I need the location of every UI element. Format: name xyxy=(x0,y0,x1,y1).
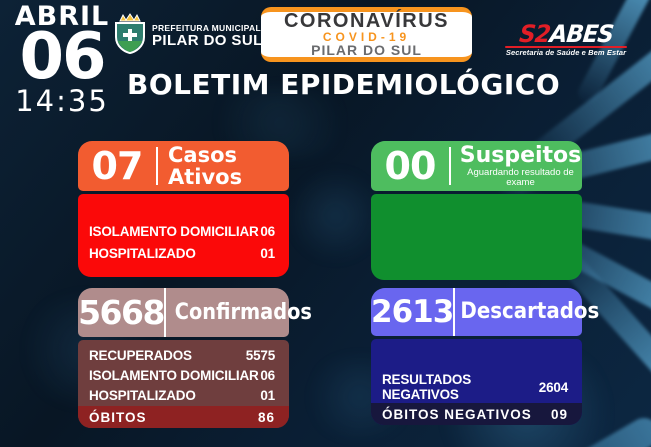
header-divider xyxy=(453,288,456,336)
header-divider xyxy=(164,288,166,337)
stat-row: ISOLAMENTO DOMICILIAR 06 xyxy=(78,365,289,385)
stat-value: 06 xyxy=(260,367,275,383)
stat-row: ISOLAMENTO DOMICILIAR 06 xyxy=(78,220,289,242)
stat-label: HOSPITALIZADO xyxy=(89,245,196,261)
card-descartados-header: 2613 Descartados xyxy=(371,288,600,336)
sabes-subtitle: Secretaria de Saúde e Bem Estar xyxy=(505,48,627,57)
stat-row: RESULTADOS NEGATIVOS 2604 xyxy=(371,372,582,402)
stat-value: 86 xyxy=(257,409,275,425)
card-casos-ativos-header: 07 Casos Ativos xyxy=(78,141,289,191)
card-descartados: 2613 Descartados RESULTADOS NEGATIVOS 26… xyxy=(371,288,600,425)
stat-value: 06 xyxy=(260,223,275,239)
sabes-logo-wordmark: S2ABES xyxy=(517,20,615,48)
stat-value: 5575 xyxy=(245,347,275,363)
stat-row: RECUPERADOS 5575 xyxy=(78,345,289,365)
confirmados-title: Confirmados xyxy=(174,299,312,325)
stat-label: ISOLAMENTO DOMICILIAR xyxy=(89,223,259,239)
suspeitos-value: 00 xyxy=(384,144,437,188)
header-divider xyxy=(449,147,451,185)
casos-ativos-title: Casos Ativos xyxy=(168,142,243,189)
casos-ativos-value: 07 xyxy=(91,144,144,188)
stat-label: ÓBITOS NEGATIVOS xyxy=(382,406,532,422)
prefeitura-logo: PREFEITURA MUNICIPAL PILAR DO SUL xyxy=(112,13,263,59)
stat-value: 09 xyxy=(550,406,568,422)
day-label: 06 xyxy=(19,20,106,95)
banner-city-label: PILAR DO SUL xyxy=(311,42,422,58)
stat-label: HOSPITALIZADO xyxy=(89,387,196,403)
month-label: ABRIL xyxy=(14,1,110,32)
card-confirmados: 5668 Confirmados RECUPERADOS 5575 ISOLAM… xyxy=(78,288,312,428)
card-suspeitos: 00 Suspeitos Aguardando resultado de exa… xyxy=(371,141,582,280)
stat-label: RECUPERADOS xyxy=(89,347,192,363)
page-title: BOLETIM EPIDEMIOLÓGICO xyxy=(127,68,561,101)
card-suspeitos-body xyxy=(371,194,582,280)
prefeitura-name-line1: PREFEITURA MUNICIPAL xyxy=(152,22,261,33)
stat-value: 01 xyxy=(260,387,275,403)
descartados-value: 2613 xyxy=(371,294,454,330)
date-time-block: ABRIL 06 14:35 xyxy=(8,1,116,119)
card-casos-ativos: 07 Casos Ativos ISOLAMENTO DOMICILIAR 06… xyxy=(78,141,289,277)
time-label: 14:35 xyxy=(15,84,109,119)
banner-coronavirus-label: CORONAVÍRUS xyxy=(283,10,450,32)
sabes-logo-rule xyxy=(505,46,627,48)
confirmados-value: 5668 xyxy=(78,293,165,332)
banner-covid19-label: COVID-19 xyxy=(322,30,411,44)
stat-value: 2604 xyxy=(538,379,568,395)
stat-label: ISOLAMENTO DOMICILIAR xyxy=(89,367,259,383)
descartados-title: Descartados xyxy=(460,299,600,325)
card-descartados-body: RESULTADOS NEGATIVOS 2604 ÓBITOS NEGATIV… xyxy=(371,339,582,425)
sabes-logo: S2ABES Secretaria de Saúde e Bem Estar xyxy=(499,20,633,57)
suspeitos-title: Suspeitos xyxy=(459,143,582,169)
card-confirmados-header: 5668 Confirmados xyxy=(78,288,312,337)
card-casos-ativos-body: ISOLAMENTO DOMICILIAR 06 HOSPITALIZADO 0… xyxy=(78,194,289,277)
stat-row-obitos: ÓBITOS 86 xyxy=(78,406,289,428)
header-divider xyxy=(156,147,158,185)
covid-banner: CORONAVÍRUS COVID-19 PILAR DO SUL xyxy=(261,7,472,62)
city-crest-icon xyxy=(112,13,148,59)
stat-value: 01 xyxy=(260,245,275,261)
background-virus-decoration xyxy=(288,168,383,263)
stat-label: ÓBITOS xyxy=(89,409,147,425)
card-suspeitos-header: 00 Suspeitos Aguardando resultado de exa… xyxy=(371,141,582,191)
card-confirmados-body: RECUPERADOS 5575 ISOLAMENTO DOMICILIAR 0… xyxy=(78,340,289,428)
stat-row: HOSPITALIZADO 01 xyxy=(78,242,289,264)
stat-row-obitos-negativos: ÓBITOS NEGATIVOS 09 xyxy=(371,403,582,425)
stat-label: RESULTADOS NEGATIVOS xyxy=(382,372,471,402)
stat-row: HOSPITALIZADO 01 xyxy=(78,385,289,405)
prefeitura-name-line2: PILAR DO SUL xyxy=(152,32,263,50)
suspeitos-subtitle: Aguardando resultado de exame xyxy=(467,166,574,188)
